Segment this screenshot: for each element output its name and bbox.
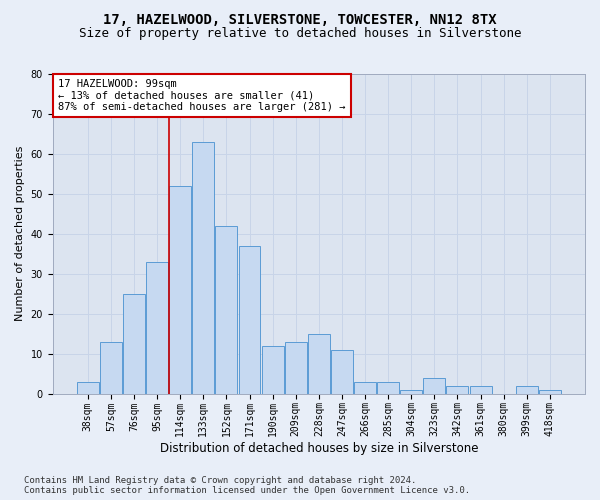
Bar — [470, 386, 491, 394]
Bar — [516, 386, 538, 394]
Bar — [446, 386, 469, 394]
Bar — [215, 226, 238, 394]
Bar — [100, 342, 122, 394]
Text: 17, HAZELWOOD, SILVERSTONE, TOWCESTER, NN12 8TX: 17, HAZELWOOD, SILVERSTONE, TOWCESTER, N… — [103, 12, 497, 26]
X-axis label: Distribution of detached houses by size in Silverstone: Distribution of detached houses by size … — [160, 442, 478, 455]
Bar — [308, 334, 330, 394]
Text: Contains HM Land Registry data © Crown copyright and database right 2024.
Contai: Contains HM Land Registry data © Crown c… — [24, 476, 470, 495]
Text: Size of property relative to detached houses in Silverstone: Size of property relative to detached ho… — [79, 28, 521, 40]
Bar — [285, 342, 307, 394]
Bar — [193, 142, 214, 394]
Bar — [262, 346, 284, 394]
Bar — [354, 382, 376, 394]
Bar — [169, 186, 191, 394]
Bar — [146, 262, 168, 394]
Bar — [239, 246, 260, 394]
Bar — [77, 382, 99, 394]
Bar — [400, 390, 422, 394]
Y-axis label: Number of detached properties: Number of detached properties — [15, 146, 25, 322]
Bar — [377, 382, 399, 394]
Bar — [331, 350, 353, 394]
Bar — [424, 378, 445, 394]
Text: 17 HAZELWOOD: 99sqm
← 13% of detached houses are smaller (41)
87% of semi-detach: 17 HAZELWOOD: 99sqm ← 13% of detached ho… — [58, 79, 346, 112]
Bar — [123, 294, 145, 394]
Bar — [539, 390, 561, 394]
